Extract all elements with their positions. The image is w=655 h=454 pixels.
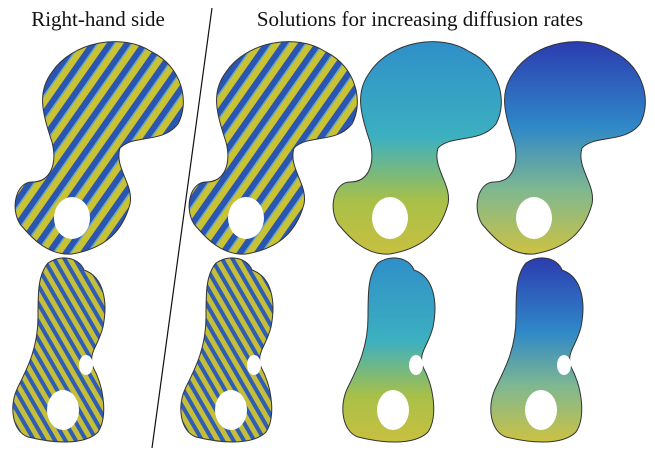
- left-caption: Right-hand side: [31, 7, 165, 31]
- mesh: [15, 42, 183, 255]
- figure: Right-hand side Solutions for increasing…: [0, 0, 655, 454]
- mesh: [491, 258, 583, 442]
- mesh: [343, 258, 435, 442]
- right-caption: Solutions for increasing diffusion rates: [257, 7, 583, 31]
- page: Right-hand side Solutions for increasing…: [0, 0, 655, 454]
- mesh: [477, 42, 645, 255]
- mesh: [189, 42, 357, 255]
- mesh: [333, 42, 501, 255]
- mesh: [13, 258, 105, 442]
- mesh: [181, 258, 273, 442]
